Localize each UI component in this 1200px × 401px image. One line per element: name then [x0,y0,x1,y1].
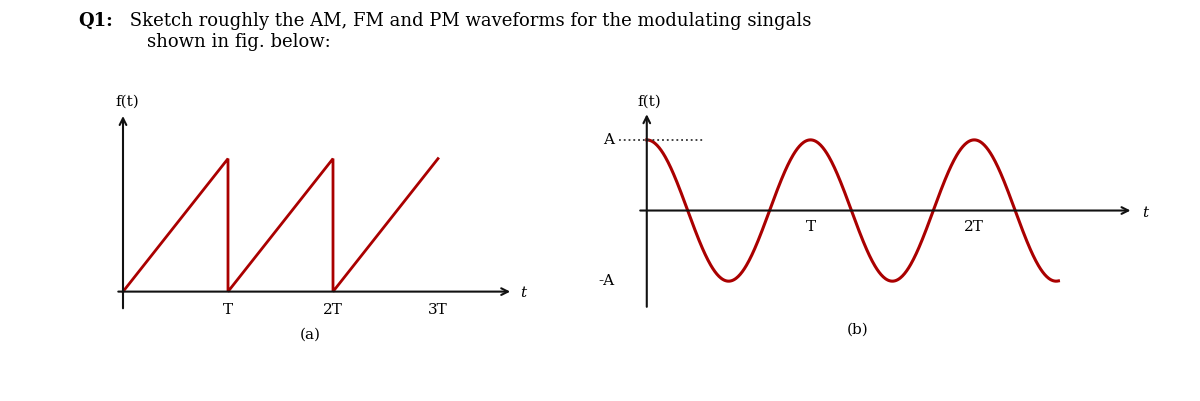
Text: T: T [223,303,233,317]
Text: t: t [521,286,527,300]
Text: T: T [805,220,816,234]
Text: Q1:: Q1: [78,12,113,30]
Text: (b): (b) [846,322,868,336]
Text: t: t [1142,206,1148,220]
Text: -A: -A [598,274,614,288]
Text: 2T: 2T [323,303,343,317]
Text: A: A [604,133,614,147]
Text: 2T: 2T [965,220,984,234]
Text: (a): (a) [300,327,320,341]
Text: 3T: 3T [428,303,448,317]
Text: f(t): f(t) [115,94,139,108]
Text: Sketch roughly the AM, FM and PM waveforms for the modulating singals
    shown : Sketch roughly the AM, FM and PM wavefor… [124,12,811,51]
Text: f(t): f(t) [637,95,661,109]
